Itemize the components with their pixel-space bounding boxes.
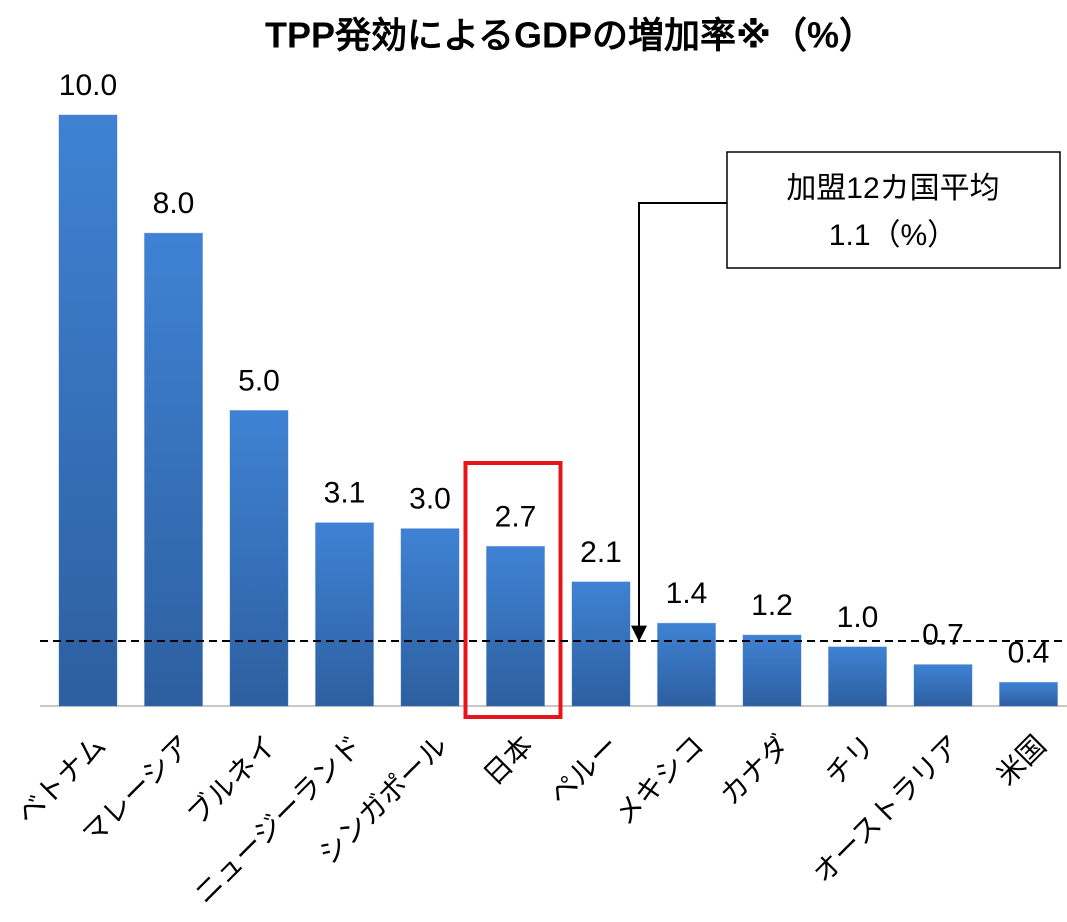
bar	[486, 545, 545, 707]
x-tick-label: 日本	[477, 730, 539, 792]
x-tick-label: オーストラリア	[807, 730, 967, 890]
x-tick-label: チリ	[819, 730, 881, 792]
bar	[657, 622, 716, 707]
bar	[999, 681, 1058, 707]
annotation-text: 加盟12カ国平均	[786, 172, 999, 205]
value-label: 3.0	[409, 483, 451, 516]
value-label: 5.0	[238, 364, 280, 397]
bar	[229, 410, 289, 707]
annotation-text: 1.1（%）	[829, 219, 957, 252]
bar	[742, 634, 802, 707]
x-tick-label: メキシコ	[609, 730, 710, 831]
annotation-arrow	[631, 202, 727, 642]
x-tick-label: ペルー	[543, 730, 624, 811]
bar	[828, 646, 887, 707]
value-label: 8.0	[153, 187, 195, 220]
bar	[144, 232, 203, 707]
chart-title: TPP発効によるGDPの増加率※（%）	[265, 15, 875, 56]
bar	[400, 528, 460, 707]
value-label: 1.2	[751, 589, 793, 622]
bar	[58, 114, 118, 707]
x-tick-label: カナダ	[714, 730, 795, 811]
value-label: 2.7	[495, 500, 537, 533]
highlight-box	[463, 461, 563, 719]
value-label: 0.7	[922, 619, 964, 652]
value-label: 1.4	[666, 577, 708, 610]
value-label: 3.1	[324, 477, 366, 510]
value-label: 2.1	[580, 536, 622, 569]
bar	[315, 522, 374, 707]
x-tick-label: 米国	[990, 730, 1052, 792]
bar	[571, 581, 631, 707]
annotation-box	[726, 151, 1061, 269]
bar	[913, 664, 973, 707]
value-label: 1.0	[837, 601, 879, 634]
value-label: 10.0	[59, 69, 117, 102]
